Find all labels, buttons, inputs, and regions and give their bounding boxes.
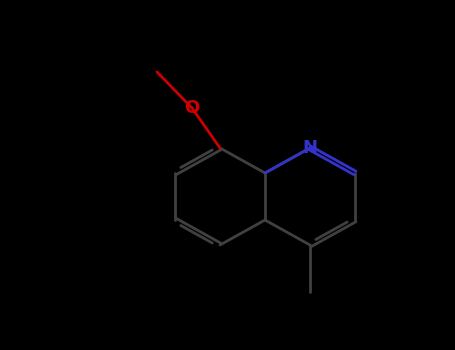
Text: N: N [303,139,318,157]
Text: O: O [184,99,200,117]
